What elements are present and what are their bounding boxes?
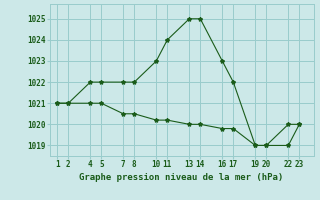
X-axis label: Graphe pression niveau de la mer (hPa): Graphe pression niveau de la mer (hPa): [79, 173, 284, 182]
